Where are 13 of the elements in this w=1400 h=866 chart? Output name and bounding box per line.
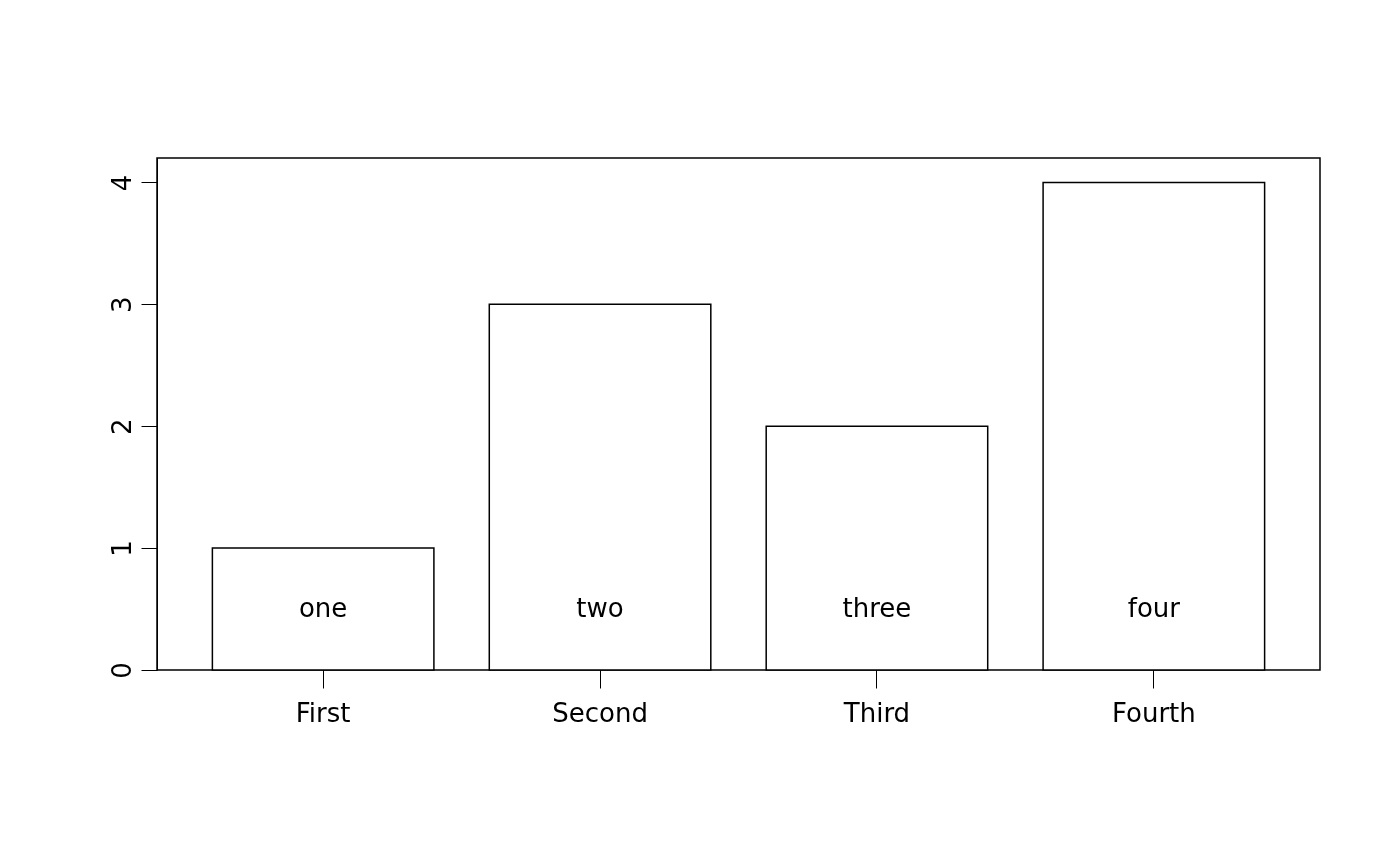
- annotation: one: [298, 593, 348, 623]
- y-tick-label: 4: [106, 174, 137, 192]
- y-tick-label: 2: [106, 418, 137, 435]
- x-tick-label: Third: [842, 697, 911, 728]
- y-tick-label: 1: [106, 540, 137, 557]
- x-tick-label: Second: [552, 697, 648, 728]
- y-tick-label: 3: [106, 296, 137, 314]
- x-tick-label: Fourth: [1111, 697, 1196, 728]
- annotation: three: [842, 593, 912, 623]
- annotation: two: [576, 593, 624, 623]
- y-tick-label: 0: [106, 662, 137, 679]
- annotation: four: [1127, 593, 1181, 623]
- x-tick-label: First: [295, 697, 351, 728]
